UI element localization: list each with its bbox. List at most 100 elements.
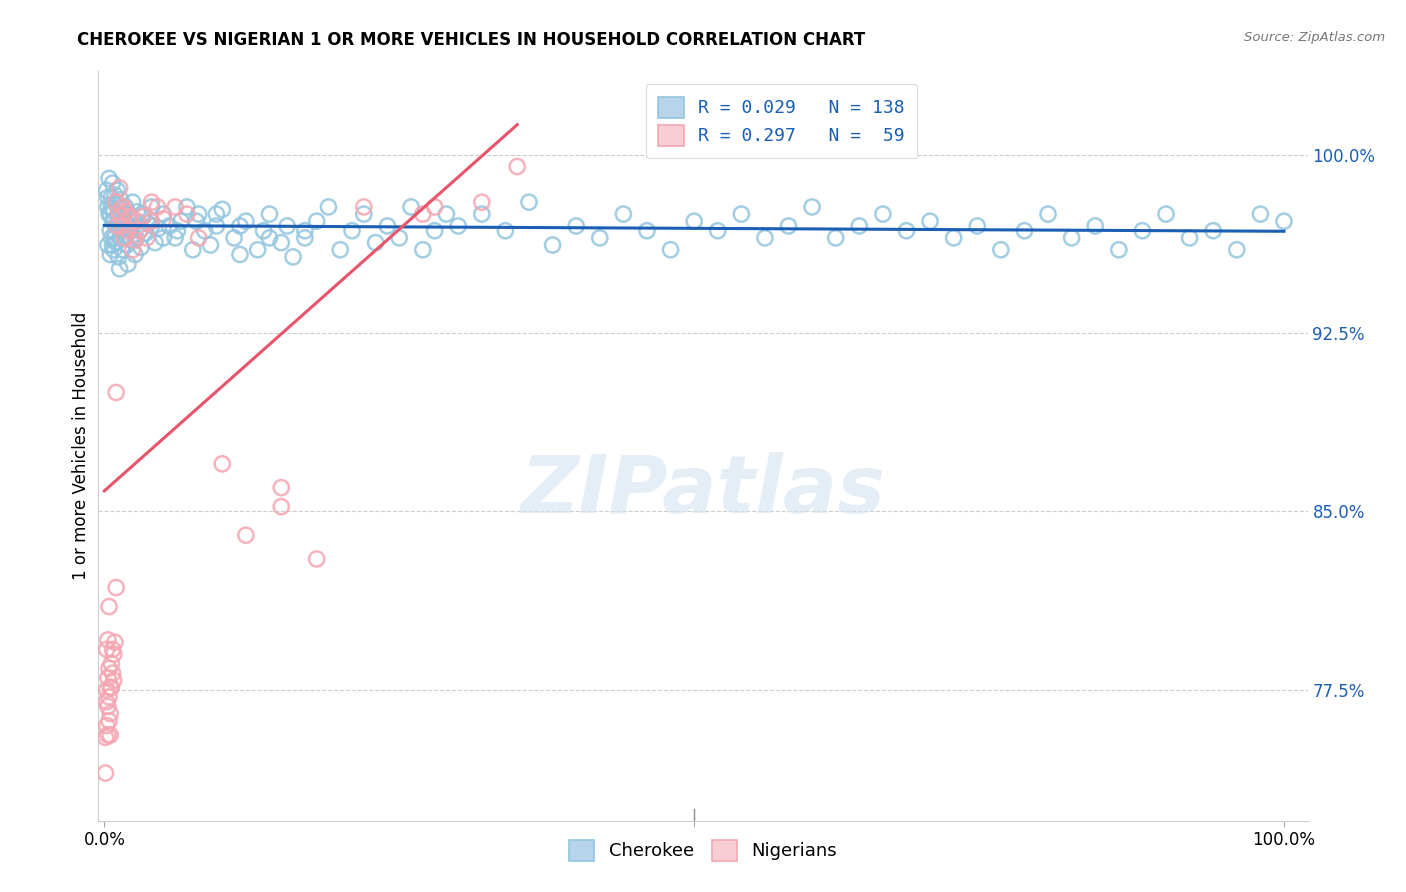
Point bbox=[96, 695, 118, 709]
Point bbox=[118, 207, 141, 221]
Point bbox=[305, 214, 328, 228]
Point bbox=[824, 231, 846, 245]
Point bbox=[111, 243, 134, 257]
Point bbox=[111, 219, 134, 233]
Point bbox=[252, 224, 274, 238]
Legend: R = 0.029   N = 138, R = 0.297   N =  59: R = 0.029 N = 138, R = 0.297 N = 59 bbox=[645, 84, 917, 159]
Point bbox=[98, 171, 121, 186]
Point bbox=[1226, 243, 1249, 257]
Point bbox=[1036, 207, 1059, 221]
Point bbox=[117, 219, 139, 233]
Point bbox=[98, 714, 121, 728]
Point bbox=[132, 210, 155, 224]
Point bbox=[205, 219, 228, 233]
Point bbox=[152, 207, 174, 221]
Point bbox=[112, 200, 135, 214]
Point bbox=[565, 219, 588, 233]
Point bbox=[98, 207, 121, 221]
Point bbox=[107, 210, 129, 224]
Point bbox=[110, 231, 132, 245]
Point bbox=[1060, 231, 1083, 245]
Point bbox=[136, 217, 159, 231]
Point bbox=[152, 231, 174, 245]
Point bbox=[101, 238, 124, 252]
Point bbox=[125, 231, 148, 245]
Point bbox=[100, 190, 122, 204]
Point bbox=[135, 226, 157, 240]
Point bbox=[259, 207, 281, 221]
Y-axis label: 1 or more Vehicles in Household: 1 or more Vehicles in Household bbox=[72, 312, 90, 580]
Point bbox=[96, 682, 118, 697]
Point bbox=[353, 207, 375, 221]
Point bbox=[166, 224, 188, 238]
Point bbox=[98, 681, 121, 695]
Point bbox=[176, 207, 198, 221]
Text: ZIPatlas: ZIPatlas bbox=[520, 452, 886, 530]
Point bbox=[110, 193, 132, 207]
Point bbox=[200, 238, 222, 252]
Point bbox=[187, 231, 209, 245]
Point bbox=[222, 231, 245, 245]
Point bbox=[104, 231, 127, 245]
Point bbox=[105, 183, 128, 197]
Point bbox=[229, 247, 252, 261]
Point bbox=[103, 647, 125, 661]
Point bbox=[541, 238, 564, 252]
Point bbox=[517, 195, 540, 210]
Point bbox=[176, 200, 198, 214]
Point bbox=[141, 200, 163, 214]
Point bbox=[170, 214, 193, 228]
Point bbox=[471, 195, 494, 210]
Point bbox=[423, 200, 446, 214]
Point bbox=[98, 247, 121, 261]
Point bbox=[98, 224, 121, 238]
Point bbox=[96, 642, 118, 657]
Point bbox=[141, 195, 163, 210]
Point bbox=[211, 457, 233, 471]
Point bbox=[494, 224, 516, 238]
Point bbox=[966, 219, 988, 233]
Point bbox=[471, 207, 494, 221]
Point bbox=[506, 160, 529, 174]
Point bbox=[108, 224, 131, 238]
Point bbox=[990, 243, 1012, 257]
Point bbox=[340, 224, 363, 238]
Point bbox=[114, 204, 136, 219]
Text: CHEROKEE VS NIGERIAN 1 OR MORE VEHICLES IN HOUSEHOLD CORRELATION CHART: CHEROKEE VS NIGERIAN 1 OR MORE VEHICLES … bbox=[77, 31, 866, 49]
Point bbox=[412, 243, 434, 257]
Point bbox=[636, 224, 658, 238]
Point bbox=[423, 224, 446, 238]
Point bbox=[165, 231, 187, 245]
Point bbox=[364, 235, 387, 250]
Point bbox=[107, 250, 129, 264]
Legend: Cherokee, Nigerians: Cherokee, Nigerians bbox=[560, 830, 846, 870]
Point bbox=[117, 224, 139, 238]
Point bbox=[100, 681, 122, 695]
Point bbox=[205, 207, 228, 221]
Point bbox=[157, 219, 180, 233]
Point bbox=[281, 250, 304, 264]
Point bbox=[105, 195, 128, 210]
Point bbox=[105, 219, 128, 233]
Point bbox=[120, 224, 142, 238]
Point bbox=[447, 219, 470, 233]
Point bbox=[612, 207, 634, 221]
Point bbox=[1132, 224, 1154, 238]
Point bbox=[101, 666, 124, 681]
Point bbox=[125, 214, 148, 228]
Point bbox=[107, 204, 129, 219]
Point bbox=[103, 214, 125, 228]
Point bbox=[353, 200, 375, 214]
Point bbox=[121, 195, 143, 210]
Point bbox=[246, 243, 269, 257]
Point bbox=[135, 231, 157, 245]
Point bbox=[801, 200, 824, 214]
Point bbox=[129, 240, 152, 254]
Point bbox=[108, 181, 131, 195]
Point bbox=[104, 226, 127, 240]
Point bbox=[112, 211, 135, 226]
Point bbox=[105, 197, 128, 211]
Point bbox=[114, 200, 136, 214]
Point bbox=[1202, 224, 1225, 238]
Point bbox=[377, 219, 399, 233]
